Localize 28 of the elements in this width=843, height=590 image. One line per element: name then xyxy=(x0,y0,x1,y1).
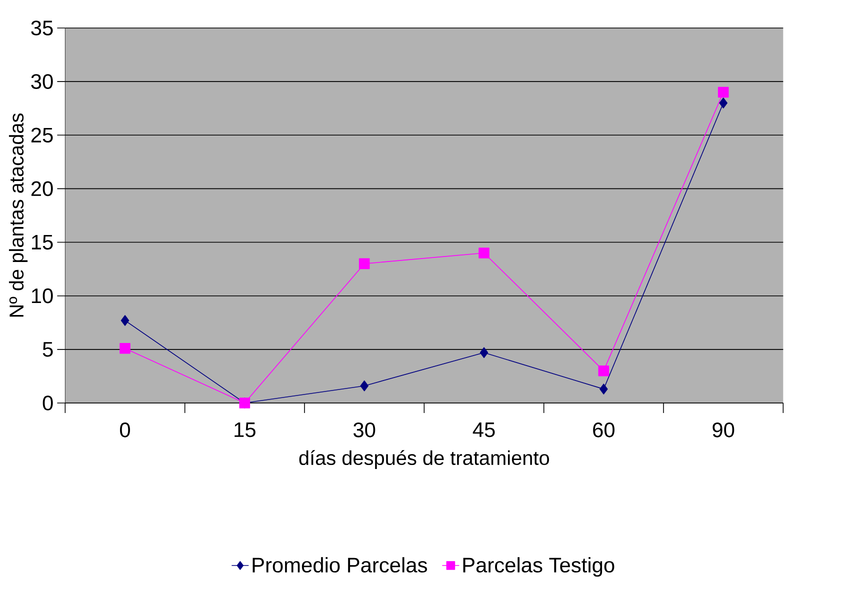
y-tick-label: 0 xyxy=(42,396,53,410)
point xyxy=(360,380,368,392)
y-tick-label: 30 xyxy=(31,74,53,89)
x-tick-label: 0 xyxy=(120,422,130,438)
point xyxy=(598,365,610,376)
x-tick-label: 60 xyxy=(593,422,614,438)
legend-label: Parcelas Testigo xyxy=(463,557,614,577)
y-tick-label: 25 xyxy=(31,128,53,143)
point xyxy=(600,384,608,394)
y-axis-title: Nº de plantas atacadas xyxy=(8,113,28,317)
point xyxy=(719,98,728,108)
point xyxy=(480,347,488,358)
y-tick-label: 35 xyxy=(31,20,53,36)
point xyxy=(120,315,130,326)
point xyxy=(358,258,370,270)
x-tick-label: 15 xyxy=(234,422,256,438)
point xyxy=(718,86,729,98)
x-tick-label: 45 xyxy=(472,422,495,438)
x-tick-label: 90 xyxy=(712,422,734,438)
y-tick-label: 5 xyxy=(42,342,53,357)
point xyxy=(478,248,490,258)
x-axis-title: días después de tratamiento xyxy=(299,450,550,469)
y-tick-label: 10 xyxy=(32,288,53,304)
y-tick-label: 20 xyxy=(31,181,53,196)
point xyxy=(120,342,130,354)
y-tick-label: 15 xyxy=(32,234,53,250)
legend-label: Promedio Parcelas xyxy=(252,557,427,573)
x-tick-label: 30 xyxy=(354,422,376,438)
